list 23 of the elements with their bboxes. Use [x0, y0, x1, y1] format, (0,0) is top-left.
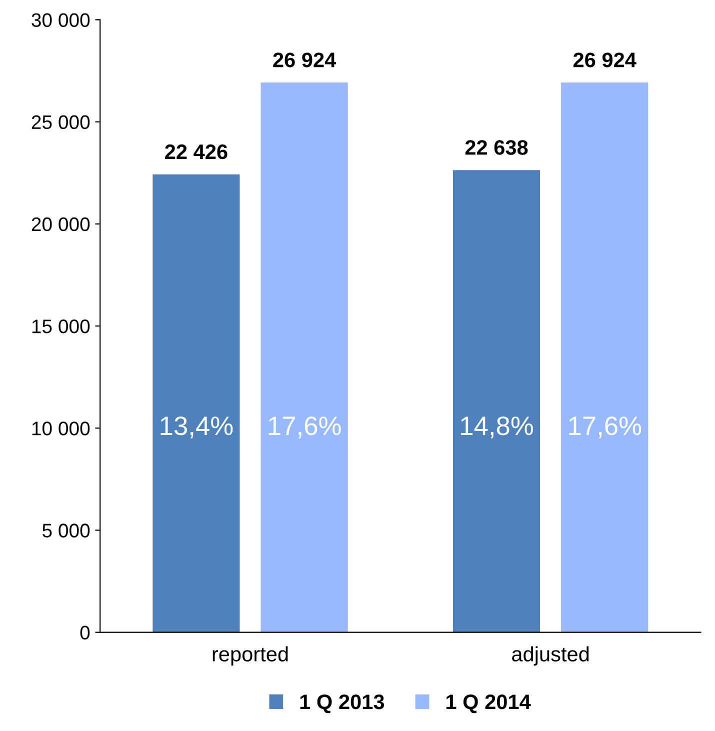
y-tick-label: 20 000 — [32, 217, 90, 232]
y-tick-label: 10 000 — [32, 422, 90, 436]
annotation: 17,6% — [569, 416, 642, 438]
y-tick-label: 15 000 — [32, 319, 90, 334]
legend-label: 1 Q 2013 — [300, 694, 384, 714]
data-label: 22 638 — [465, 140, 528, 155]
data-label: 26 924 — [273, 52, 336, 68]
bar — [561, 82, 648, 632]
annotation: 13,4% — [160, 416, 233, 438]
x-tick-label: reported — [212, 646, 288, 666]
x-tick-label: adjusted — [512, 646, 589, 666]
y-tick-label: 30 000 — [32, 13, 90, 27]
annotation: 14,8% — [461, 416, 533, 438]
data-label: 26 924 — [573, 52, 636, 68]
y-tick-label: 5 000 — [42, 524, 90, 538]
y-tick-label: 25 000 — [32, 115, 90, 130]
y-tick-label: 0 — [80, 626, 90, 640]
bar — [152, 174, 240, 632]
legend-label: 1 Q 2014 — [446, 694, 531, 714]
annotation: 17,6% — [268, 416, 341, 438]
bar — [260, 82, 348, 632]
data-label: 22 426 — [165, 144, 228, 160]
bar — [452, 170, 540, 632]
